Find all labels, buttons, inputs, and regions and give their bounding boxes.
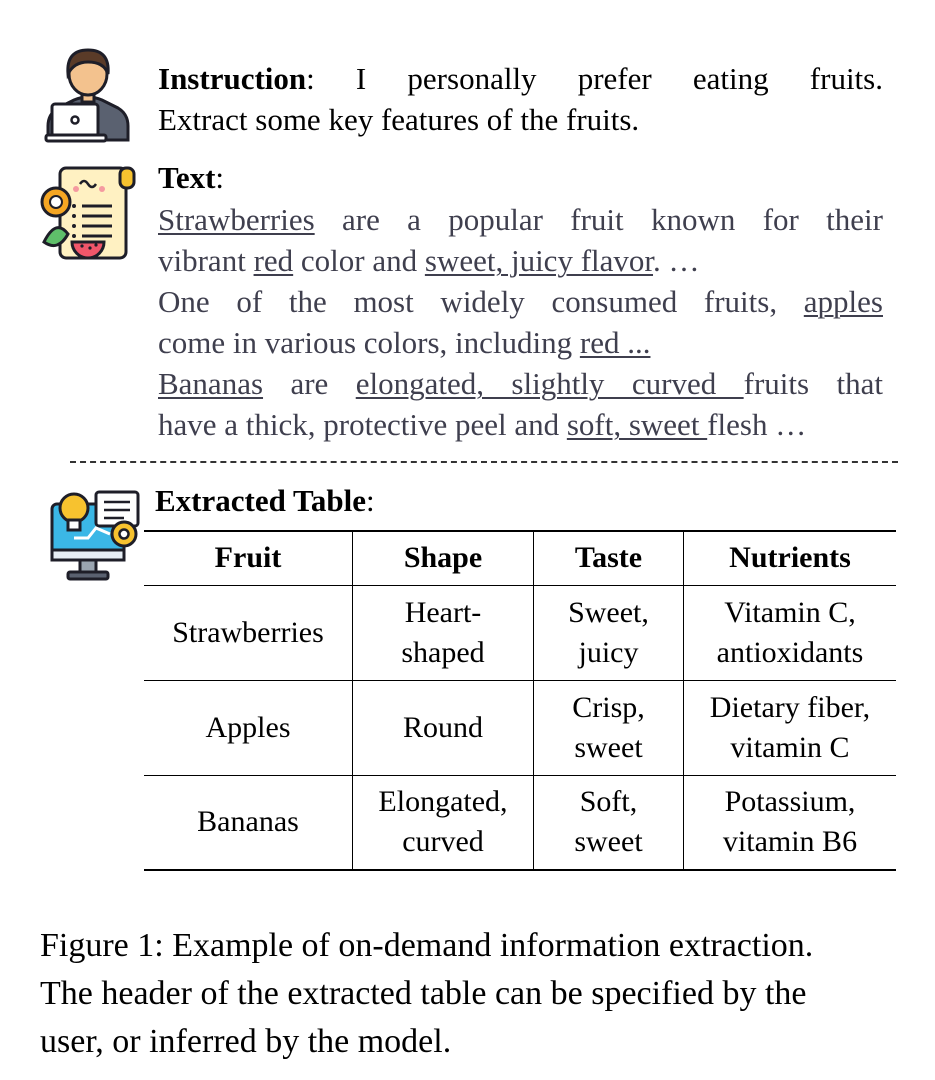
keyword-sweet-juicy-flavor: sweet, juicy flavor (424, 243, 654, 278)
cell-line: curved (402, 825, 484, 859)
cell-line: Elongated, (378, 785, 508, 819)
cell-line: sweet (574, 825, 643, 859)
dashed-divider (70, 461, 898, 463)
cell-line: Soft, (579, 785, 638, 819)
header-taste: Taste (533, 531, 684, 585)
text-heading: Text: (158, 157, 224, 198)
cell-line: Heart- (404, 595, 482, 629)
text-fragment: color and (293, 243, 425, 278)
keyword-red: red (253, 243, 294, 278)
keyword-apples: apples (803, 284, 883, 319)
table-cell: Strawberries (144, 585, 353, 680)
fruit-document-icon (40, 166, 136, 260)
table-cell: Heart-shaped (352, 585, 534, 680)
keyword-bananas: Bananas (158, 366, 264, 401)
cell-line: Crisp, (572, 690, 645, 724)
cell-line: Vitamin C, (724, 595, 856, 629)
text-colon: : (215, 160, 225, 195)
cell-line: Dietary fiber, (709, 690, 871, 724)
text-fragment: are a popular fruit known for their (314, 202, 883, 237)
table-cell: Round (352, 680, 534, 775)
text-fragment: fruits that (743, 366, 883, 401)
table-cell: Dietary fiber, vitamin C (683, 680, 896, 775)
table-row: Strawberries Heart-shaped Sweet, juicy Vi… (144, 585, 896, 680)
cell-line: Strawberries (172, 615, 324, 649)
header-nutrients: Nutrients (683, 531, 896, 585)
cell-line: Potassium, (724, 785, 856, 819)
text-fragment: come in various colors, including (158, 325, 580, 360)
table-header-row: Fruit Shape Taste Nutrients (144, 531, 896, 585)
text-line-2: vibrant red color and sweet, juicy flavo… (158, 240, 883, 281)
text-fragment: are (263, 366, 356, 401)
instruction-line-1: : I personally prefer eating fruits. (306, 61, 883, 96)
cell-line: antioxidants (716, 635, 864, 669)
instruction-block: Instruction: I personally prefer eating … (158, 58, 883, 140)
cell-line: shaped (401, 635, 485, 669)
text-line-6: have a thick, protective peel and soft, … (158, 404, 883, 445)
instruction-line-2: Extract some key features of the fruits. (158, 102, 640, 137)
cell-line: Round (402, 710, 483, 744)
text-fragment: One of the most widely consumed fruits, (158, 284, 804, 319)
table-heading: Extracted Table: (155, 480, 375, 521)
keyword-elongated-curved: elongated, slightly curved (355, 366, 744, 401)
caption-line-2: The header of the extracted table can be… (40, 975, 807, 1012)
text-label: Text (158, 160, 216, 195)
table-cell: Bananas (144, 775, 353, 870)
text-fragment: have a thick, protective peel and (158, 407, 567, 442)
text-line-5: Bananas are elongated, slightly curved f… (158, 363, 883, 404)
table-row: Bananas Elongated, curved Soft, sweet Pota… (144, 775, 896, 870)
text-line-1: Strawberries are a popular fruit known f… (158, 199, 883, 240)
keyword-strawberries: Strawberries (158, 202, 315, 237)
table-cell: Elongated, curved (352, 775, 534, 870)
source-text: Strawberries are a popular fruit known f… (158, 199, 883, 445)
cell-line: juicy (578, 635, 639, 669)
cell-line: vitamin C (730, 730, 850, 764)
table-colon: : (365, 483, 375, 518)
cell-line: Sweet, (568, 595, 649, 629)
header-shape: Shape (352, 531, 534, 585)
header-fruit: Fruit (214, 541, 282, 575)
user-laptop-icon (44, 48, 130, 143)
keyword-soft-sweet: soft, sweet (566, 407, 708, 442)
text-fragment: . … (653, 243, 700, 278)
text-fragment: vibrant (158, 243, 254, 278)
cell-line: vitamin B6 (722, 825, 858, 859)
text-fragment: flesh … (707, 407, 807, 442)
table-cell: Apples (144, 680, 353, 775)
table-label: Extracted Table (155, 483, 366, 518)
figure-caption: Figure 1: Example of on-demand informati… (40, 922, 920, 1066)
cell-line: Apples (205, 710, 291, 744)
cell-line: sweet (574, 730, 643, 764)
table-cell: Crisp, sweet (533, 680, 684, 775)
keyword-red-apples: red ... (579, 325, 651, 360)
instruction-label: Instruction (158, 61, 307, 96)
idea-computer-icon (50, 490, 140, 581)
table-cell: Sweet, juicy (533, 585, 684, 680)
table-row: Apples Round Crisp, sweet Dietary fiber, v… (144, 680, 896, 775)
caption-line-1: Figure 1: Example of on-demand informati… (40, 927, 814, 964)
caption-line-3: user, or inferred by the model. (40, 1023, 452, 1060)
table-cell: Potassium, vitamin B6 (683, 775, 896, 870)
table-cell: Vitamin C, antioxidants (683, 585, 896, 680)
text-line-3: One of the most widely consumed fruits, … (158, 281, 883, 322)
table-cell: Soft, sweet (533, 775, 684, 870)
cell-line: Bananas (197, 805, 299, 839)
text-line-4: come in various colors, including red ..… (158, 322, 883, 363)
extracted-table: Fruit Shape Taste Nutrients Strawberries… (144, 530, 896, 871)
